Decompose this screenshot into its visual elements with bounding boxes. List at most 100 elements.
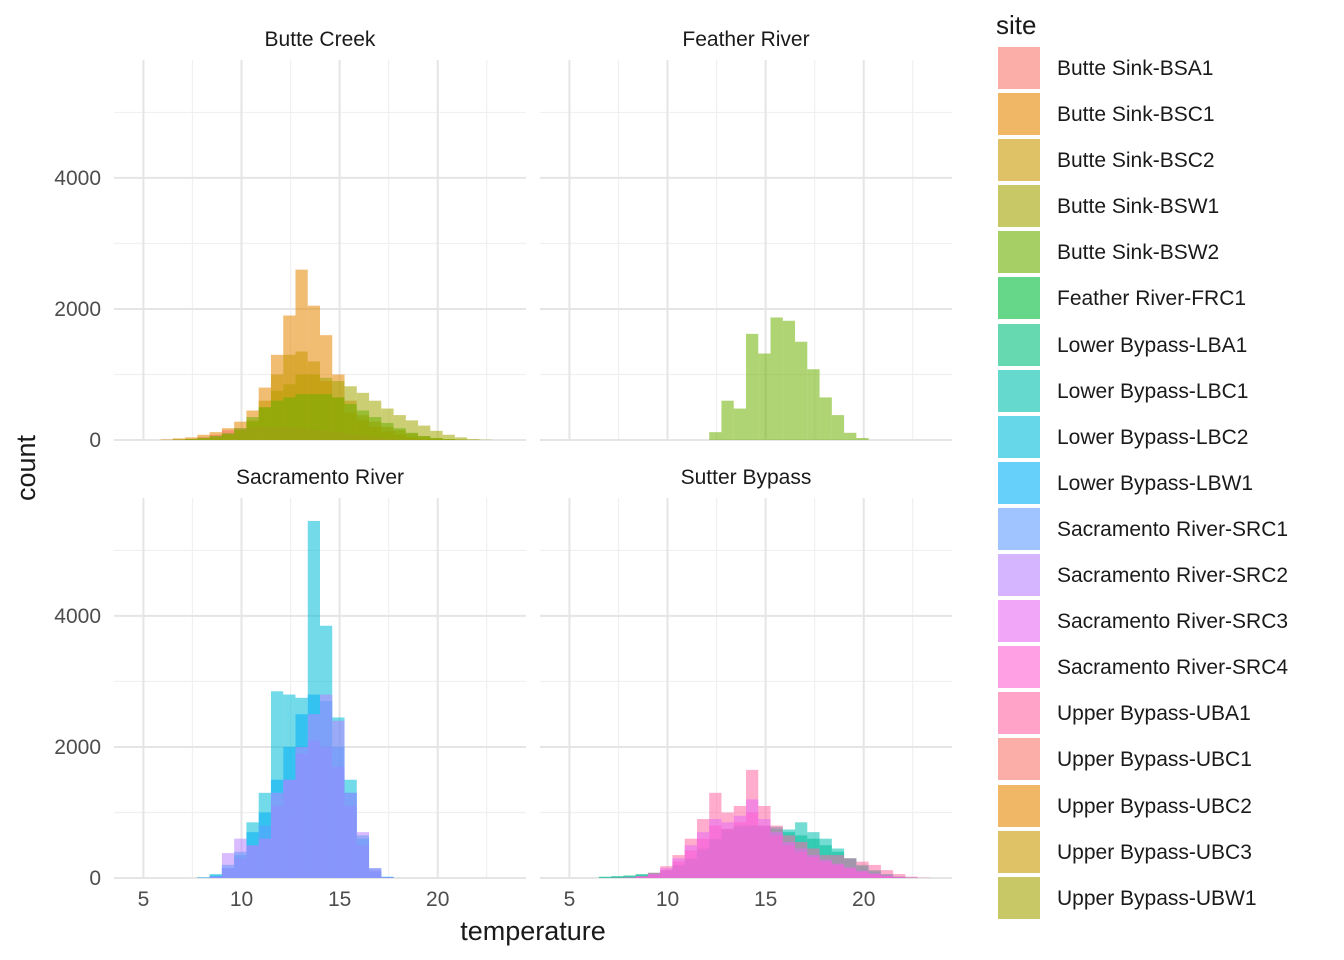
histogram-bar: [746, 812, 759, 878]
legend-swatch: [998, 231, 1040, 274]
x-tick-label: 20: [852, 888, 875, 911]
legend-item: Lower Bypass-LBA1: [996, 321, 1336, 367]
histogram-bar: [721, 400, 734, 440]
legend-title: site: [996, 10, 1037, 40]
legend-swatch: [998, 415, 1040, 458]
facet-panel: Sacramento River 0 2000 4000 5 10 15 20: [54, 466, 526, 911]
histogram-bar: [405, 432, 419, 440]
facet-title: Sutter Bypass: [681, 466, 812, 489]
histogram-bar: [856, 438, 869, 440]
histogram-bar: [185, 439, 198, 440]
legend-swatch: [998, 600, 1040, 643]
legend: site Butte Sink-BSA1 Butte Sink-BSC1 Butte…: [996, 8, 1336, 920]
histogram-bar: [807, 857, 820, 878]
y-tick-label: 0: [89, 429, 101, 452]
histogram-bar: [160, 439, 173, 440]
histogram-bar: [332, 397, 345, 440]
histogram-bar: [320, 694, 333, 878]
histogram-bar: [234, 838, 247, 878]
histogram-bar: [332, 720, 345, 878]
x-axis-label: temperature: [460, 916, 606, 946]
legend-label: Upper Bypass-UBW1: [1057, 886, 1257, 910]
x-tick-label: 15: [754, 888, 777, 911]
legend-label: Feather River-FRC1: [1057, 287, 1247, 311]
histogram-bar: [381, 877, 394, 878]
histogram-bar: [356, 410, 370, 440]
histogram-bar: [270, 792, 284, 878]
legend-swatch: [998, 876, 1040, 919]
histogram-bar: [209, 876, 222, 878]
histogram-bar: [172, 438, 186, 440]
x-tick-label: 5: [138, 888, 150, 911]
legend-item: Upper Bypass-UBC2: [996, 782, 1336, 828]
histogram-bar: [782, 320, 796, 440]
legend-item: Lower Bypass-LBC1: [996, 367, 1336, 413]
histogram-bar: [598, 877, 612, 878]
histogram-bar: [758, 353, 771, 440]
histogram-bar: [807, 369, 820, 440]
legend-item: Lower Bypass-LBC2: [996, 413, 1336, 459]
x-tick-label: 10: [230, 888, 253, 911]
legend-swatch: [998, 139, 1040, 182]
histogram-bar: [295, 746, 308, 878]
legend-item: Sacramento River-SRC4: [996, 643, 1336, 689]
histogram-bar: [684, 850, 697, 878]
legend-swatch: [998, 646, 1040, 689]
histogram-bar: [844, 432, 857, 440]
legend-swatch: [998, 830, 1040, 873]
legend-swatch: [998, 461, 1040, 504]
legend-label: Sacramento River-SRC2: [1057, 564, 1289, 588]
histogram-bar: [831, 864, 845, 878]
legend-item: Butte Sink-BSA1: [996, 44, 1336, 90]
histogram-bar: [795, 341, 808, 440]
histogram-bar: [770, 317, 783, 440]
legend-swatch: [998, 93, 1040, 136]
facet-title: Sacramento River: [236, 466, 404, 489]
histogram-bar: [758, 825, 771, 878]
x-tick-label: 5: [564, 888, 576, 911]
histogram-bar: [369, 868, 382, 878]
histogram-bar: [258, 407, 271, 440]
histogram-bar: [623, 876, 636, 878]
histogram-bar: [381, 422, 394, 440]
histogram-bar: [369, 417, 382, 440]
histogram-bar: [868, 874, 881, 878]
legend-items: Butte Sink-BSA1 Butte Sink-BSC1 Butte Sink…: [996, 44, 1336, 920]
facet-panel: Butte Creek 0 2000 4000: [54, 28, 526, 452]
histogram-bar: [209, 436, 222, 440]
histogram-bar: [442, 434, 455, 440]
histogram-bar: [418, 436, 431, 440]
facet-panel: Feather River: [540, 28, 952, 441]
legend-swatch: [998, 692, 1040, 735]
legend-item: Feather River-FRC1: [996, 274, 1336, 320]
legend-item: Butte Sink-BSW2: [996, 228, 1336, 274]
legend-label: Lower Bypass-LBW1: [1057, 471, 1254, 495]
histogram-bar: [221, 433, 235, 440]
histogram-bar: [721, 828, 734, 878]
histogram-bar: [307, 714, 320, 878]
x-tick-label: 15: [328, 888, 351, 911]
legend-swatch: [998, 47, 1040, 89]
legend-swatch: [998, 323, 1040, 366]
legend-item: Sacramento River-SRC1: [996, 505, 1336, 551]
legend-label: Butte Sink-BSC1: [1057, 103, 1215, 127]
legend-label: Sacramento River-SRC3: [1057, 610, 1289, 634]
histogram-bar: [356, 832, 370, 878]
histogram-bar: [831, 415, 845, 440]
y-tick-label: 0: [89, 867, 101, 890]
histogram-bar: [893, 877, 906, 878]
histogram-bar: [844, 868, 857, 878]
histogram-bar: [246, 417, 259, 440]
y-tick-label: 4000: [54, 167, 101, 190]
legend-item: Sacramento River-SRC3: [996, 597, 1336, 643]
legend-label: Butte Sink-BSC2: [1057, 149, 1215, 173]
legend-label: Upper Bypass-UBC3: [1057, 840, 1252, 864]
histogram-bar: [307, 394, 320, 440]
x-tick-label: 10: [656, 888, 679, 911]
legend-item: Upper Bypass-UBA1: [996, 689, 1336, 735]
y-tick-label: 2000: [54, 298, 101, 321]
histogram-bar: [270, 400, 284, 440]
histogram-bar: [295, 394, 308, 440]
histogram-bar: [430, 430, 443, 440]
histogram-bar: [344, 792, 357, 878]
